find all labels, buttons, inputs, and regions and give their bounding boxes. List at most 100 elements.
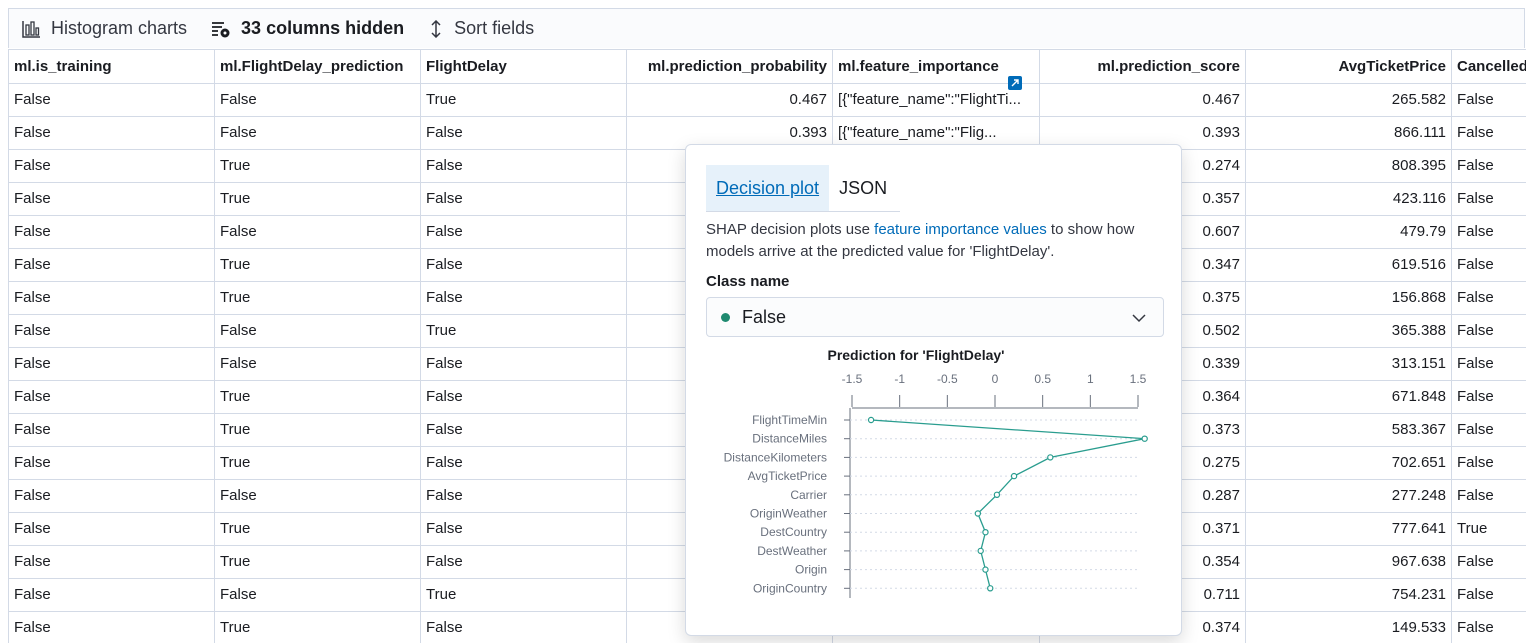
table-cell[interactable]: False <box>1452 414 1526 446</box>
table-cell[interactable]: 265.582 <box>1246 84 1452 116</box>
table-cell[interactable]: 313.151 <box>1246 348 1452 380</box>
table-cell[interactable]: 0.467 <box>1040 84 1246 116</box>
table-cell[interactable]: True <box>421 579 627 611</box>
table-cell[interactable]: False <box>1452 348 1526 380</box>
table-cell[interactable]: False <box>421 282 627 314</box>
table-cell[interactable]: 0.375 <box>1040 282 1246 314</box>
table-cell[interactable]: False <box>1452 447 1526 479</box>
table-cell[interactable]: True <box>421 84 627 116</box>
table-cell[interactable]: False <box>421 216 627 248</box>
table-cell[interactable]: False <box>9 117 215 149</box>
table-cell[interactable]: False <box>9 513 215 545</box>
table-cell[interactable]: False <box>421 546 627 578</box>
table-cell[interactable]: False <box>1452 579 1526 611</box>
table-cell[interactable]: True <box>215 381 421 413</box>
column-header[interactable]: Cancelled <box>1452 50 1526 83</box>
column-header[interactable]: AvgTicketPrice <box>1246 50 1452 83</box>
table-cell[interactable]: True <box>215 546 421 578</box>
table-cell[interactable]: False <box>9 546 215 578</box>
table-cell[interactable]: False <box>421 381 627 413</box>
table-cell[interactable]: True <box>215 447 421 479</box>
table-cell[interactable]: 754.231 <box>1246 579 1452 611</box>
table-cell[interactable]: True <box>215 249 421 281</box>
table-cell[interactable]: False <box>421 183 627 215</box>
table-cell[interactable]: False <box>1452 381 1526 413</box>
sort-fields-button[interactable]: Sort fields <box>416 10 546 48</box>
table-cell[interactable]: False <box>9 249 215 281</box>
table-cell[interactable]: 777.641 <box>1246 513 1452 545</box>
column-header[interactable]: FlightDelay <box>421 50 627 83</box>
table-cell[interactable]: 0.347 <box>1040 249 1246 281</box>
table-cell[interactable]: False <box>215 579 421 611</box>
table-cell[interactable]: 365.388 <box>1246 315 1452 347</box>
table-cell[interactable]: False <box>1452 216 1526 248</box>
column-header[interactable]: ml.is_training <box>9 50 215 83</box>
table-cell[interactable]: False <box>215 348 421 380</box>
table-cell[interactable]: 0.274 <box>1040 150 1246 182</box>
table-cell[interactable]: False <box>9 183 215 215</box>
column-header[interactable]: ml.FlightDelay_prediction <box>215 50 421 83</box>
column-header[interactable]: ml.prediction_probability <box>627 50 833 83</box>
table-cell[interactable]: 0.467 <box>627 84 833 116</box>
table-cell[interactable]: False <box>215 315 421 347</box>
table-cell[interactable]: False <box>9 282 215 314</box>
feature-importance-link[interactable]: feature importance values <box>874 221 1047 238</box>
table-cell[interactable]: True <box>215 282 421 314</box>
table-cell[interactable]: False <box>9 348 215 380</box>
table-cell[interactable]: False <box>9 480 215 512</box>
table-cell[interactable]: False <box>421 447 627 479</box>
table-cell[interactable]: False <box>9 84 215 116</box>
table-cell[interactable]: False <box>421 513 627 545</box>
table-cell[interactable]: 866.111 <box>1246 117 1452 149</box>
class-name-select[interactable]: False <box>706 297 1164 337</box>
table-cell[interactable]: 277.248 <box>1246 480 1452 512</box>
table-cell[interactable]: False <box>1452 315 1526 347</box>
table-cell[interactable]: False <box>421 348 627 380</box>
table-cell[interactable]: True <box>215 183 421 215</box>
table-cell[interactable]: False <box>421 414 627 446</box>
table-cell[interactable]: False <box>215 117 421 149</box>
table-cell[interactable]: False <box>9 414 215 446</box>
tab-decision-plot[interactable]: Decision plot <box>706 165 830 211</box>
table-cell[interactable]: 0.364 <box>1040 381 1246 413</box>
table-cell[interactable]: False <box>9 216 215 248</box>
table-cell[interactable]: 156.868 <box>1246 282 1452 314</box>
table-cell[interactable]: 0.275 <box>1040 447 1246 479</box>
table-cell[interactable]: 423.116 <box>1246 183 1452 215</box>
table-cell[interactable]: 0.373 <box>1040 414 1246 446</box>
column-header[interactable]: ml.prediction_score <box>1040 50 1246 83</box>
table-cell[interactable]: False <box>1452 183 1526 215</box>
table-cell[interactable]: False <box>215 480 421 512</box>
table-cell[interactable]: False <box>1452 612 1526 643</box>
table-cell[interactable]: False <box>9 612 215 643</box>
table-cell[interactable]: 808.395 <box>1246 150 1452 182</box>
table-cell[interactable]: True <box>215 513 421 545</box>
table-cell[interactable]: False <box>421 480 627 512</box>
table-cell[interactable]: True <box>215 612 421 643</box>
table-cell[interactable]: [{"feature_name":"FlightTi... <box>833 84 1040 116</box>
table-cell[interactable]: 0.502 <box>1040 315 1246 347</box>
table-cell[interactable]: False <box>215 84 421 116</box>
table-cell[interactable]: True <box>421 315 627 347</box>
histogram-charts-button[interactable]: Histogram charts <box>9 10 199 48</box>
table-cell[interactable]: 671.848 <box>1246 381 1452 413</box>
table-cell[interactable]: False <box>1452 150 1526 182</box>
table-cell[interactable]: 0.357 <box>1040 183 1246 215</box>
table-cell[interactable]: False <box>421 150 627 182</box>
table-cell[interactable]: 583.367 <box>1246 414 1452 446</box>
table-cell[interactable]: 479.79 <box>1246 216 1452 248</box>
table-cell[interactable]: True <box>215 150 421 182</box>
table-cell[interactable]: True <box>215 414 421 446</box>
table-cell[interactable]: 0.354 <box>1040 546 1246 578</box>
table-cell[interactable]: False <box>1452 84 1526 116</box>
table-cell[interactable]: False <box>421 117 627 149</box>
table-cell[interactable]: False <box>1452 282 1526 314</box>
column-header[interactable]: ml.feature_importance <box>833 50 1040 83</box>
table-cell[interactable]: False <box>9 150 215 182</box>
table-cell[interactable]: 0.374 <box>1040 612 1246 643</box>
table-cell[interactable]: 619.516 <box>1246 249 1452 281</box>
table-cell[interactable]: False <box>9 381 215 413</box>
table-cell[interactable]: False <box>421 612 627 643</box>
table-cell[interactable]: False <box>9 315 215 347</box>
columns-hidden-button[interactable]: 33 columns hidden <box>199 10 416 48</box>
